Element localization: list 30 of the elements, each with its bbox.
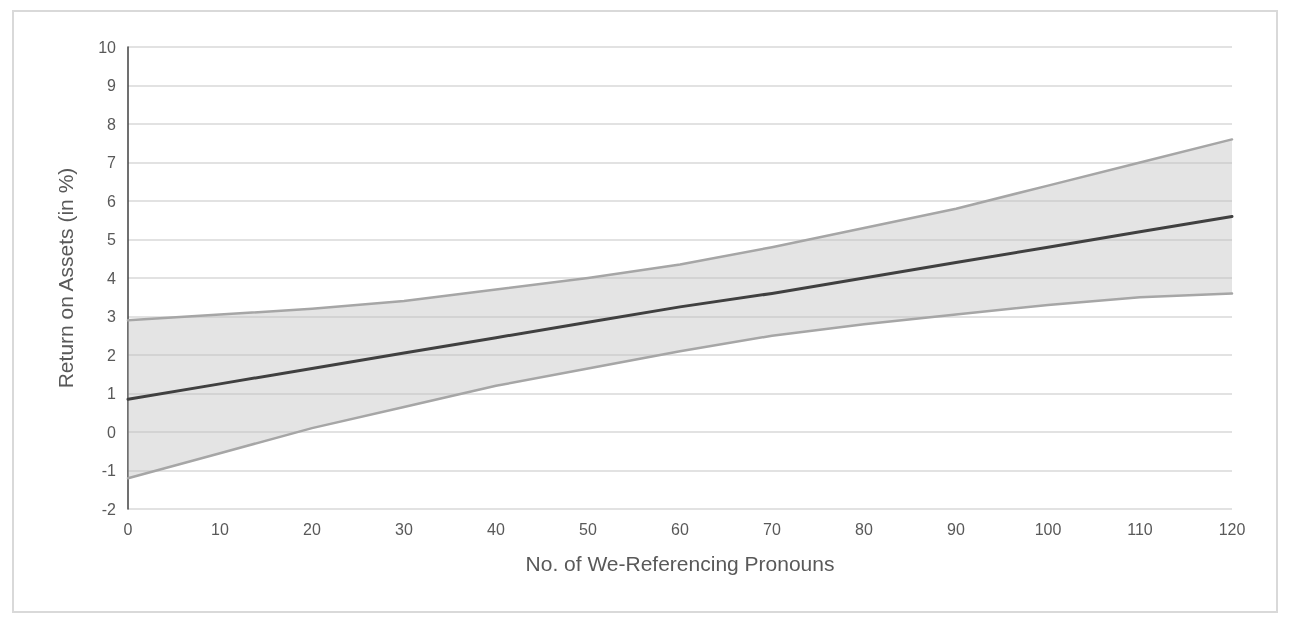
y-tick-label: 5 bbox=[107, 231, 117, 248]
x-tick-label: 100 bbox=[1034, 520, 1062, 538]
x-tick-label: 80 bbox=[855, 520, 873, 538]
line-series bbox=[126, 292, 1234, 480]
x-tick-label: 10 bbox=[211, 520, 229, 538]
x-axis-title: No. of We-Referencing Pronouns bbox=[525, 552, 835, 575]
x-tick-label: 40 bbox=[487, 520, 505, 538]
y-tick-label: -1 bbox=[101, 462, 117, 479]
line-series bbox=[126, 138, 1234, 322]
y-tick-label: 0 bbox=[107, 423, 117, 441]
y-tick-label: 6 bbox=[107, 192, 117, 210]
x-tick-label: 60 bbox=[671, 520, 689, 538]
y-tick-label: 9 bbox=[107, 77, 117, 94]
x-tick-label: 70 bbox=[763, 520, 781, 538]
x-tick-label: 0 bbox=[123, 520, 133, 538]
y-tick-label: 3 bbox=[107, 308, 117, 325]
y-tick-label: -2 bbox=[101, 500, 117, 518]
y-tick-label: 8 bbox=[107, 115, 117, 133]
x-tick-label: 90 bbox=[947, 520, 965, 538]
y-axis-title: Return on Assets (in %) bbox=[54, 167, 77, 389]
x-tick-label: 110 bbox=[1127, 520, 1153, 538]
x-tick-label: 120 bbox=[1218, 520, 1246, 538]
y-tick-label: 1 bbox=[107, 385, 117, 402]
y-tick-label: 7 bbox=[107, 154, 117, 171]
x-tick-label: 50 bbox=[579, 520, 597, 538]
x-tick-label: 20 bbox=[303, 520, 321, 538]
y-tick-label: 4 bbox=[107, 269, 117, 287]
y-tick-label: 2 bbox=[107, 346, 117, 364]
y-tick-label: 10 bbox=[98, 38, 117, 56]
x-tick-label: 30 bbox=[395, 520, 413, 538]
